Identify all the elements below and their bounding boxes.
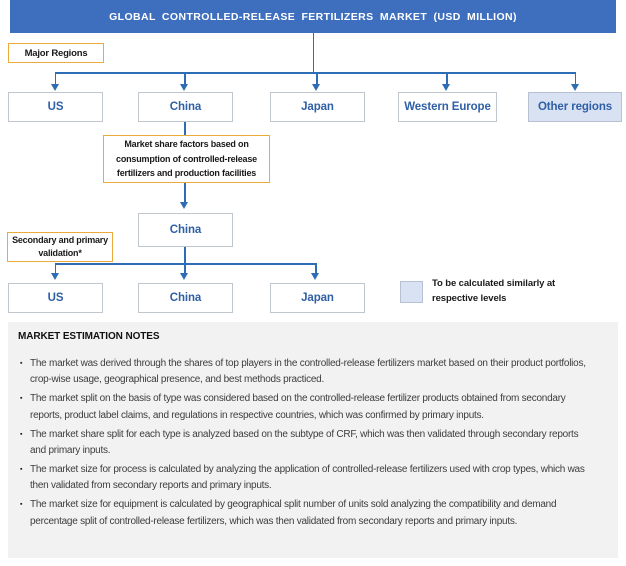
- note-text: The market share split for each type is …: [30, 428, 579, 457]
- level3-box-china: China: [138, 283, 233, 313]
- arrow-down-icon: [180, 202, 188, 209]
- connector-stem: [184, 183, 186, 203]
- notes-title: MARKET ESTIMATION NOTES: [18, 331, 160, 342]
- region-box-china: China: [138, 92, 233, 122]
- connector-stem: [574, 72, 576, 85]
- note-bullet-item: ▪ The market was derived through the sha…: [18, 356, 604, 389]
- connector-stem: [446, 72, 448, 85]
- connector-stem: [184, 263, 186, 274]
- diagram-title: GLOBAL CONTROLLED-RELEASE FERTILIZERS MA…: [10, 0, 616, 33]
- level3-box-us: US: [8, 283, 103, 313]
- square-bullet-icon: ▪: [20, 395, 23, 403]
- connector-level3-hline: [55, 263, 317, 265]
- note-text: The market size for equipment is calcula…: [30, 499, 557, 527]
- legend-highlight-swatch: [400, 281, 423, 303]
- connector-stem: [315, 263, 317, 274]
- region-box-western-europe: Western Europe: [398, 92, 497, 122]
- legend-text: To be calculated similarly at respective…: [432, 278, 556, 304]
- connector-stem: [316, 72, 318, 85]
- arrow-down-icon: [180, 84, 188, 91]
- market-estimation-notes-panel: MARKET ESTIMATION NOTES ▪ The market was…: [8, 322, 618, 558]
- connector-stem: [184, 122, 186, 135]
- connector-header-stem: [312, 33, 314, 73]
- arrow-down-icon: [312, 84, 320, 91]
- region-box-other-regions: Other regions: [528, 92, 622, 122]
- square-bullet-icon: ▪: [20, 501, 23, 509]
- connector-stem: [54, 72, 56, 85]
- major-regions-label: Major Regions: [8, 43, 104, 63]
- region-box-japan: Japan: [270, 92, 365, 122]
- arrow-down-icon: [180, 273, 188, 280]
- square-bullet-icon: ▪: [20, 465, 23, 473]
- note-bullet-item: ▪ The market split on the basis of type …: [18, 391, 604, 424]
- note-bullet-item: ▪ The market share split for each type i…: [18, 427, 604, 460]
- note-text: The market size for process is calculate…: [30, 463, 585, 492]
- level2-box-china: China: [138, 213, 233, 247]
- note-text: The market split on the basis of type wa…: [30, 393, 566, 421]
- market-share-factors-note: Market share factors based on consumptio…: [103, 135, 270, 183]
- square-bullet-icon: ▪: [20, 360, 23, 367]
- note-bullet-item: ▪ The market size for process is calcula…: [18, 462, 604, 495]
- connector-level1-hline: [55, 72, 576, 74]
- connector-stem: [54, 263, 56, 274]
- level3-box-japan: Japan: [270, 283, 365, 313]
- connector-stem: [184, 247, 186, 265]
- validation-label: Secondary and primary validation*: [7, 232, 113, 262]
- arrow-down-icon: [442, 84, 450, 91]
- arrow-down-icon: [311, 273, 319, 280]
- note-bullet-item: ▪ The market size for equipment is calcu…: [18, 497, 604, 530]
- arrow-down-icon: [50, 273, 59, 280]
- arrow-down-icon: [50, 84, 59, 91]
- connector-stem: [184, 72, 186, 85]
- region-box-us: US: [8, 92, 103, 122]
- note-text: The market was derived through the share…: [30, 358, 586, 386]
- arrow-down-icon: [570, 84, 579, 91]
- square-bullet-icon: ▪: [20, 430, 23, 438]
